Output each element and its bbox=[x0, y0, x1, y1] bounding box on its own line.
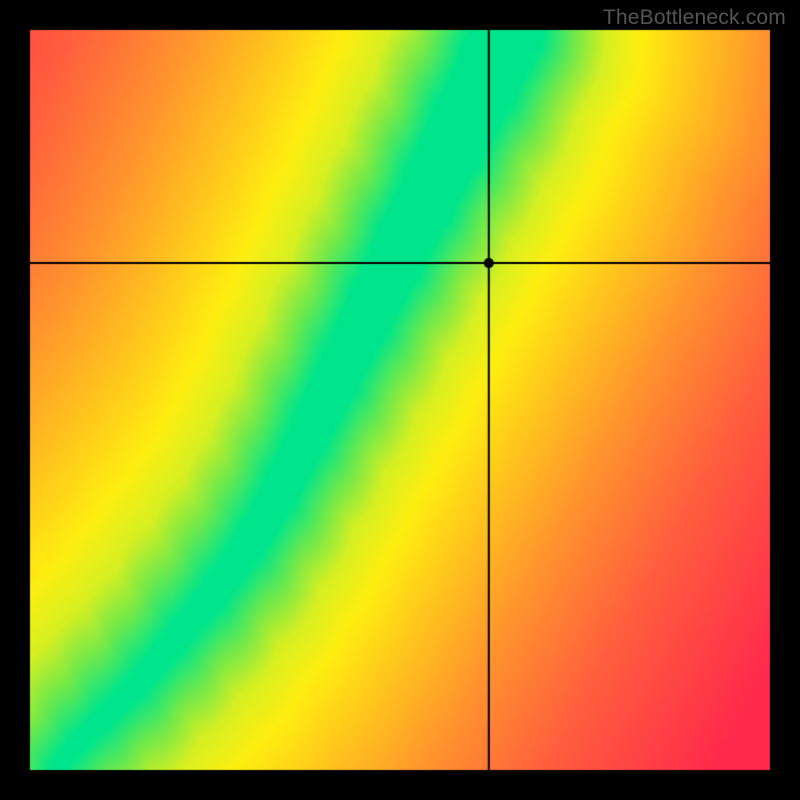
bottleneck-heatmap bbox=[0, 0, 800, 800]
watermark-text: TheBottleneck.com bbox=[603, 6, 786, 30]
chart-container: TheBottleneck.com bbox=[0, 0, 800, 800]
